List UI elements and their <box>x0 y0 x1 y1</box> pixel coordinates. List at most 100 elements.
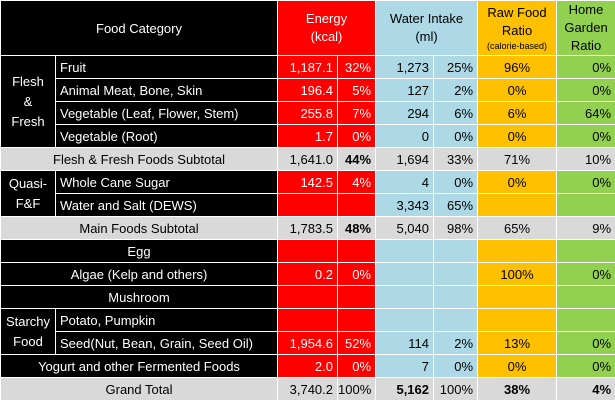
energy-value: 1,954.6 <box>277 331 338 355</box>
water-pct: 2% <box>433 78 479 102</box>
home-ratio <box>556 308 615 332</box>
table-row-subtotal-ff: Flesh & Fresh Foods Subtotal 1,641.0 44%… <box>0 147 615 171</box>
water-pct: 0% <box>433 170 479 194</box>
raw-ratio: 13% <box>477 331 558 355</box>
energy-pct: 0% <box>336 124 377 148</box>
water-value: 5,162 <box>375 377 435 401</box>
header-home-title-3: Ratio <box>570 38 602 53</box>
raw-ratio: 0% <box>477 354 558 378</box>
water-value: 114 <box>375 331 435 355</box>
energy-value <box>277 239 338 263</box>
table-row-veg-leaf: Vegetable (Leaf, Flower, Stem) 255.8 7% … <box>1 101 615 125</box>
raw-ratio: 96% <box>477 55 558 79</box>
water-value: 127 <box>375 78 435 102</box>
water-value: 4 <box>375 170 435 194</box>
energy-value <box>277 308 338 332</box>
raw-ratio <box>477 285 558 309</box>
row-label: Yogurt and other Fermented Foods <box>0 354 278 378</box>
row-label: Seed(Nut, Bean, Grain, Seed Oil) <box>55 331 278 355</box>
header-food-category: Food Category <box>0 0 278 56</box>
energy-pct <box>336 285 377 309</box>
group-starchy-line2: Food <box>13 333 43 349</box>
water-pct: 0% <box>433 354 479 378</box>
water-value: 7 <box>375 354 435 378</box>
table-row-egg: Egg <box>0 239 615 263</box>
water-value: 294 <box>375 101 435 125</box>
table-row-sugar: Quasi- F&F Whole Cane Sugar 142.5 4% 4 0… <box>0 170 615 217</box>
water-value <box>375 262 435 286</box>
row-label: Flesh & Fresh Foods Subtotal <box>0 147 278 171</box>
water-pct: 2% <box>433 331 479 355</box>
home-ratio: 0% <box>556 331 615 355</box>
water-value: 1,694 <box>375 147 435 171</box>
energy-pct: 32% <box>336 55 377 79</box>
energy-value: 1,187.1 <box>277 55 338 79</box>
water-value <box>375 308 435 332</box>
header-raw: Raw Food Ratio (calorie-based) <box>477 0 558 56</box>
row-label: Main Foods Subtotal <box>0 216 278 240</box>
header-energy-unit: (kcal) <box>310 29 343 44</box>
row-label: Water and Salt (DEWS) <box>55 193 278 217</box>
energy-pct: 100% <box>336 377 377 401</box>
row-label: Mushroom <box>0 285 278 309</box>
table-row-water-salt: Water and Salt (DEWS) 3,343 65% <box>1 193 615 217</box>
energy-value: 3,740.2 <box>277 377 338 401</box>
home-ratio <box>556 193 615 217</box>
water-pct: 25% <box>433 55 479 79</box>
row-label: Whole Cane Sugar <box>55 170 278 194</box>
row-label: Fruit <box>55 55 278 79</box>
energy-pct: 0% <box>336 354 377 378</box>
header-home-title-2: Garden <box>564 20 608 35</box>
group-quasi-line2: F&F <box>15 195 41 211</box>
group-flesh-fresh: Flesh & Fresh <box>0 55 56 148</box>
header-energy-title: Energy <box>305 11 348 26</box>
energy-pct <box>336 239 377 263</box>
table-row-yogurt: Yogurt and other Fermented Foods 2.0 0% … <box>0 354 615 378</box>
home-ratio: 4% <box>556 377 615 401</box>
water-value <box>375 239 435 263</box>
header-water: Water Intake (ml) <box>375 0 479 56</box>
energy-value: 255.8 <box>277 101 338 125</box>
row-label: Egg <box>0 239 278 263</box>
table-row-meat: Animal Meat, Bone, Skin 196.4 5% 127 2% … <box>1 78 615 102</box>
header-row: Food Category Energy (kcal) Water Intake… <box>0 0 615 56</box>
table-row-veg-root: Vegetable (Root) 1.7 0% 0 0% 0% 0% <box>1 124 615 148</box>
home-ratio: 0% <box>556 262 615 286</box>
water-pct: 65% <box>433 193 479 217</box>
group-flesh-fresh-line2: & <box>23 93 33 109</box>
home-ratio: 0% <box>556 55 615 79</box>
group-quasi: Quasi- F&F <box>0 170 56 217</box>
raw-ratio: 0% <box>477 124 558 148</box>
row-label: Animal Meat, Bone, Skin <box>55 78 278 102</box>
table-row-seed: Seed(Nut, Bean, Grain, Seed Oil) 1,954.6… <box>1 331 615 355</box>
home-ratio: 0% <box>556 170 615 194</box>
home-ratio: 10% <box>556 147 615 171</box>
header-raw-title-2: Ratio <box>501 23 533 38</box>
raw-ratio: 100% <box>477 262 558 286</box>
water-pct: 33% <box>433 147 479 171</box>
water-pct: 6% <box>433 101 479 125</box>
energy-pct: 5% <box>336 78 377 102</box>
header-water-unit: (ml) <box>415 29 438 44</box>
table-row-algae: Algae (Kelp and others) 0.2 0% 100% 0% <box>0 262 615 286</box>
group-quasi-line1: Quasi- <box>8 175 48 191</box>
energy-pct: 4% <box>336 170 377 194</box>
energy-pct: 48% <box>336 216 377 240</box>
header-raw-note: (calorie-based) <box>487 41 548 51</box>
raw-ratio: 71% <box>477 147 558 171</box>
header-raw-title: Raw Food <box>487 5 547 20</box>
home-ratio: 9% <box>556 216 615 240</box>
raw-ratio: 0% <box>477 78 558 102</box>
energy-value: 1.7 <box>277 124 338 148</box>
raw-ratio: 65% <box>477 216 558 240</box>
group-starchy: Starchy Food <box>0 308 56 355</box>
energy-pct: 7% <box>336 101 377 125</box>
raw-ratio <box>477 239 558 263</box>
row-label: Algae (Kelp and others) <box>0 262 278 286</box>
table-row-main-subtotal: Main Foods Subtotal 1,783.5 48% 5,040 98… <box>0 216 615 240</box>
header-home: Home Garden Ratio <box>556 0 615 56</box>
water-pct <box>433 262 479 286</box>
table-row-potato: Starchy Food Potato, Pumpkin <box>0 308 615 355</box>
row-label: Vegetable (Leaf, Flower, Stem) <box>55 101 278 125</box>
